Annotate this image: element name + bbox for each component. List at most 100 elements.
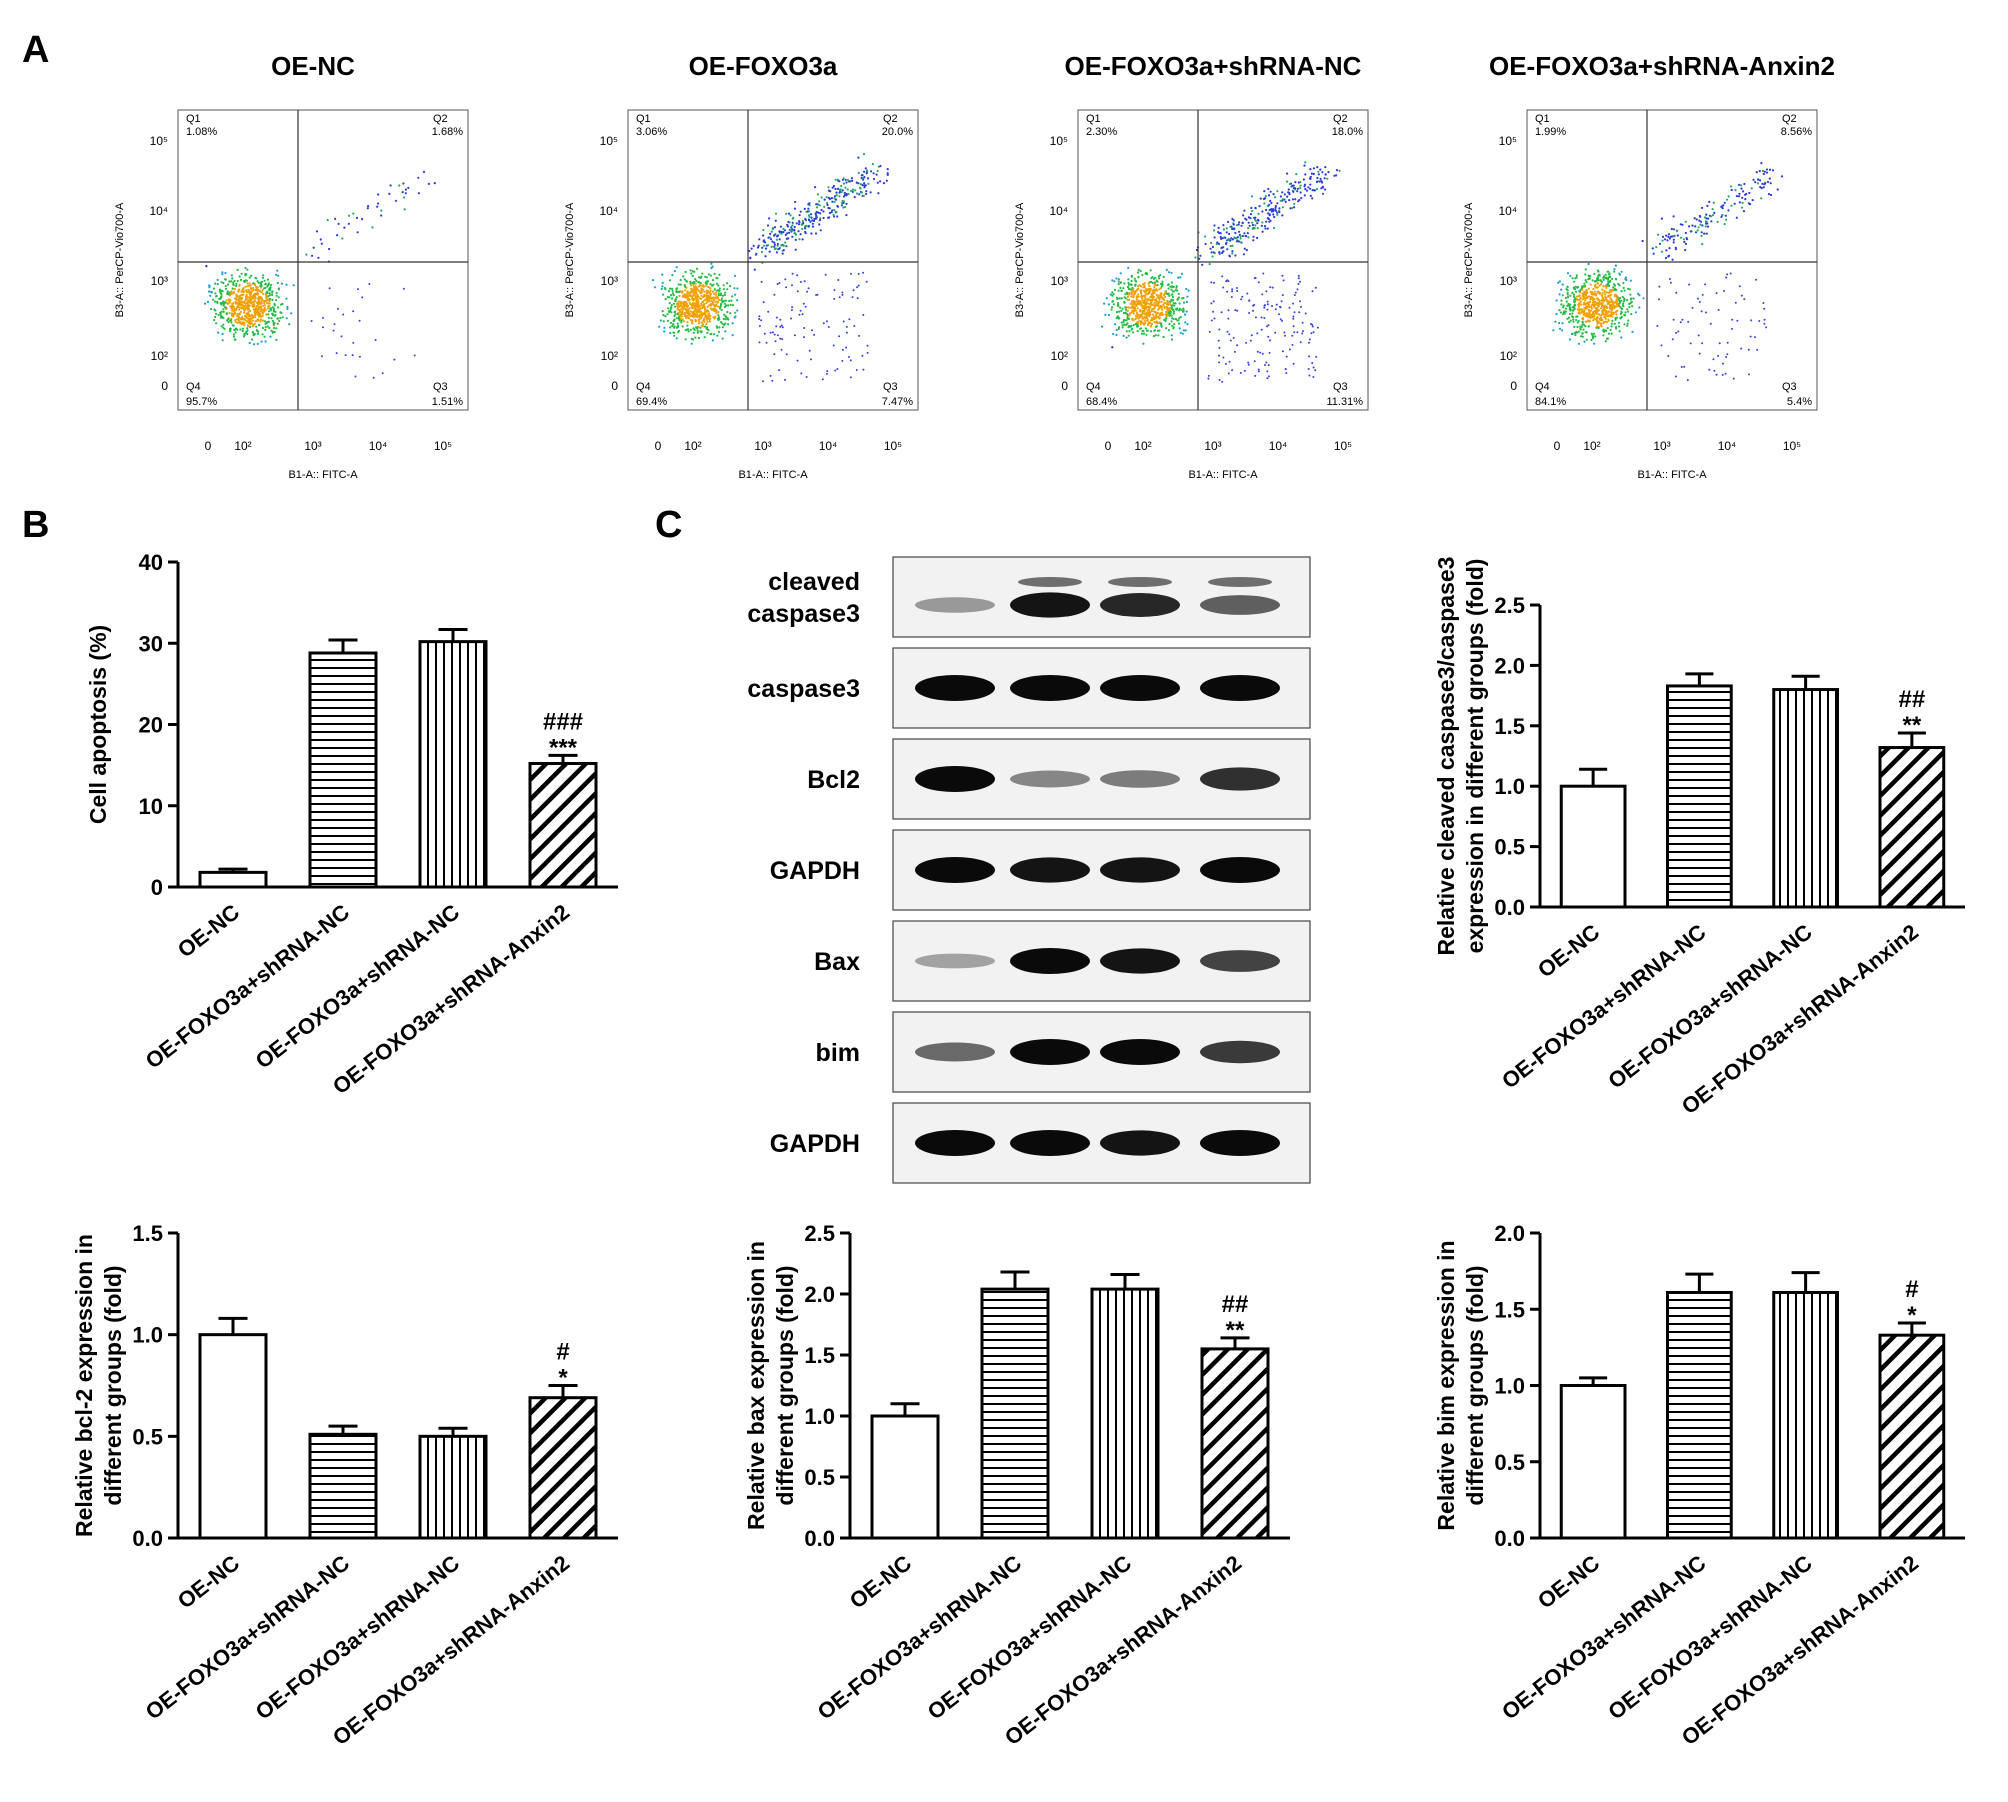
y-tick-label: 10 [139,794,163,819]
quadrant-name: Q1 [1535,113,1550,125]
flow-y-tick: 10² [1051,349,1068,363]
quadrant-q2-value: 1.68% [432,126,463,138]
flow-x-axis-label: B1-A:: FITC-A [288,469,358,481]
flow-events [1552,162,1784,382]
quadrant-name: Q1 [186,113,201,125]
y-tick-label: 0.5 [1494,1450,1525,1475]
flow-x-tick: 10⁴ [819,439,838,453]
blot-band [915,597,995,613]
blot-band [1100,770,1180,788]
y-tick-label: 0 [151,875,163,900]
flow-y-tick: 10⁴ [599,204,618,218]
blot-row: bim [816,1011,1311,1093]
flow-x-tick: 0 [1105,439,1112,453]
bar [528,1396,598,1540]
bar [1666,684,1733,909]
bar [870,1414,940,1540]
flow-x-tick: 10⁴ [1269,439,1288,453]
y-tick-label: 0.5 [804,1465,835,1490]
flow-y-tick: 10² [601,349,618,363]
blot-band [1200,675,1280,701]
y-tick-label: 0.0 [1494,1526,1525,1551]
x-tick-label: OE-NC [173,899,244,962]
bar [198,870,268,889]
blot-row: cleaved caspase3 [747,556,1311,638]
flow-plot: OE-FOXO3a+shRNA-Anxin2 Q11.99% Q28.56% Q3 5.… [1463,51,1835,481]
blot-band [915,857,995,883]
significance-mark: # [556,1339,569,1366]
flow-y-axis-label: B3-A:: PerCP-Vio700-A [564,202,576,317]
blot-band [1010,857,1090,883]
flow-x-tick: 0 [205,439,212,453]
y-tick-label: 1.0 [1494,1374,1525,1399]
blot-band [915,766,995,792]
y-tick-label: 40 [139,550,163,575]
blot-row-label: GAPDH [770,1130,860,1158]
blot-row-label: cleaved caspase3 [747,568,860,628]
y-tick-label: 30 [139,631,163,656]
flow-x-tick: 10³ [304,439,321,453]
flow-x-tick: 10³ [1204,439,1221,453]
y-tick-label: 2.5 [804,1221,835,1246]
x-tick-label: OE-FOXO3a+shRNA-Anxin2 [328,1550,574,1750]
quadrant-name: Q2 [1333,113,1348,125]
x-tick-label: OE-FOXO3a+shRNA-NC [141,899,354,1073]
blot-band [1010,770,1090,788]
blot-band [1018,577,1082,587]
blot-band [915,1130,995,1156]
x-tick-label: OE-FOXO3a+shRNA-NC [813,1550,1026,1724]
blot-row-label: Bcl2 [807,766,860,794]
x-tick-label: OE-FOXO3a+shRNA-Anxin2 [1000,1550,1246,1750]
quadrant-q2-value: 8.56% [1781,126,1812,138]
blot-band [1200,1130,1280,1156]
quadrant-q1-value: 1.08% [186,126,217,138]
flow-plot-title: OE-NC [271,51,355,81]
significance-mark: ** [1903,712,1922,739]
quadrant-q4-value: 95.7% [186,396,217,408]
significance-mark: * [1907,1302,1917,1329]
flow-y-tick: 10⁴ [1049,204,1068,218]
bar [1559,1384,1627,1540]
quadrant-name: Q4 [186,381,201,393]
x-tick-label: OE-NC [1533,1550,1604,1613]
x-tick-label: OE-FOXO3a+shRNA-NC [1603,919,1816,1093]
flow-plot-title: OE-FOXO3a [689,51,838,81]
y-tick-label: 2.0 [804,1282,835,1307]
blot-band [915,953,995,969]
blot-row-label: caspase3 [747,675,860,703]
quadrant-name: Q3 [1333,381,1348,393]
bar [1772,1290,1839,1540]
significance-mark: ** [1226,1317,1245,1344]
blot-band [1200,857,1280,883]
flow-events [1101,161,1341,383]
x-tick-label: OE-FOXO3a+shRNA-NC [1603,1550,1816,1724]
flow-y-tick: 10³ [151,274,168,288]
flow-y-tick: 10⁵ [150,134,168,148]
y-axis-label: Cell apoptosis (%) [85,625,111,824]
quadrant-q4-value: 69.4% [636,396,667,408]
panel-letter-c: C [655,504,682,546]
quadrant-name: Q2 [433,113,448,125]
blot-band [1200,595,1280,615]
quadrant-q2-value: 18.0% [1332,126,1363,138]
flow-y-tick: 10² [1500,349,1517,363]
blot-band [1010,675,1090,701]
blot-band [1108,577,1172,587]
significance-mark: ### [543,708,583,735]
quadrant-name: Q3 [433,381,448,393]
blot-band [1100,1130,1180,1156]
flow-y-tick: 10³ [1051,274,1068,288]
significance-mark: *** [549,734,578,761]
y-tick-label: 0.0 [1494,895,1525,920]
flow-y-tick: 10² [151,349,168,363]
y-tick-label: 2.0 [1494,1221,1525,1246]
y-axis-label: Relative bcl-2 expression in different gr… [71,1234,126,1537]
flow-plot-frame [1077,109,1369,411]
flow-y-tick: 10³ [1500,274,1517,288]
flow-plot-frame [627,109,919,411]
flow-plot-frame [177,109,469,411]
bar [1878,746,1946,909]
